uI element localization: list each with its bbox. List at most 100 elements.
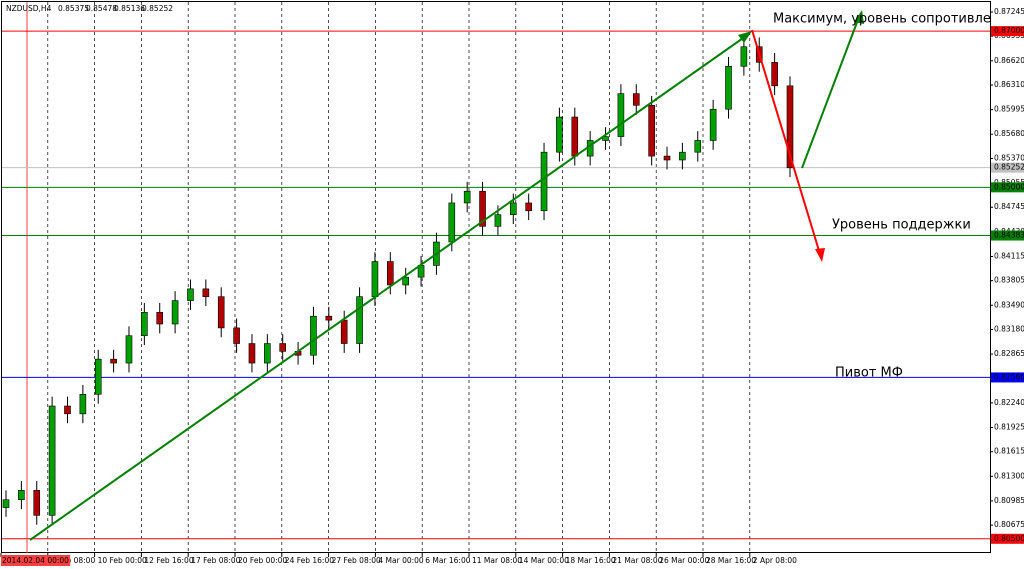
y-tick-label: 0.81925 [994,422,1024,431]
x-tick-label: 21 Mar 08:00 [612,556,662,565]
x-tick-label: 28 Mar 16:00 [706,556,756,565]
candle-body [325,315,333,321]
candle-body [556,116,563,153]
level-label: 0.82566 [994,372,1024,381]
y-tick-label: 0.83805 [994,276,1024,285]
candle-body [217,296,225,329]
level-tag [991,162,1024,173]
candle-body [602,136,609,141]
x-tick-label: 6 Mar 16:00 [425,556,471,565]
level-tag [991,182,1024,193]
candle-body [663,155,671,161]
candle-body [709,108,717,141]
y-tick-label: 0.86620 [994,56,1024,65]
candle-body [2,499,10,508]
arrow-head [815,248,825,262]
candle-body [679,151,686,161]
y-tick-label: 0.82865 [994,349,1024,358]
y-tick-label: 0.81300 [994,471,1024,480]
candle-body [494,214,502,227]
price-axis [991,0,1024,569]
candle-body [648,105,655,157]
candle-body [725,65,732,110]
candle-body [525,202,532,212]
level-tag [991,230,1024,241]
level-label: 0.85000 [994,182,1024,191]
annotation: Максимум, уровень сопротивления [773,12,1016,27]
candle-body [79,393,87,415]
candle-body [617,93,625,137]
y-tick-label: 0.86310 [994,80,1024,89]
y-tick-label: 0.85995 [994,105,1024,114]
y-tick-label: 0.82240 [994,398,1024,407]
quote-value: 0.85375 [58,4,89,13]
y-tick-label: 0.80675 [994,520,1024,529]
x-label-box [1,555,71,566]
candle-body [694,140,702,153]
x-tick-label: 4 Mar 00:00 [378,556,424,565]
candle-body [463,190,471,204]
x-tick-label: 2 Apr 08:00 [753,556,797,565]
x-tick-label: 11 Mar 08:00 [472,556,522,565]
level-label: 0.85252 [994,163,1024,172]
x-tick-label: 12 Feb 16:00 [144,556,193,565]
candle-body [48,405,56,516]
y-tick-label: 0.84115 [994,251,1024,260]
x-tick-label: 2014.02.04 00:00 [2,556,69,565]
candle-body [310,315,317,356]
x-tick-label: 18 Mar 16:00 [566,556,616,565]
y-tick-label: 0.84745 [994,202,1024,211]
up-arrow [801,16,860,169]
candle-body [202,288,210,297]
x-tick-label: 27 Feb 08:00 [332,556,381,565]
y-tick-label: 0.83490 [994,300,1024,309]
down-arrow [751,29,821,255]
candle-body [125,335,133,364]
x-tick-label: 24 Feb 16:00 [285,556,334,565]
candle-body [18,490,25,501]
candle-body [771,62,778,87]
candle-body [479,190,486,227]
candle-body [141,311,148,337]
candle-body [264,343,271,364]
candle-body [402,276,409,286]
annotation: Уровень поддержки [832,218,971,233]
candle-body [356,296,363,344]
quote-value: 0.85478 [86,4,117,13]
level-label: 0.84383 [994,231,1024,240]
level-tag [991,372,1024,383]
y-tick-label: 0.85680 [994,129,1024,138]
candle-body [233,327,240,344]
x-tick-label: 6 Feb 08:00 [51,556,96,565]
x-tick-label: 14 Mar 00:00 [519,556,569,565]
candle-body [248,343,256,364]
candle-body [786,85,794,169]
candle-body [187,288,194,301]
x-tick-label: 17 Feb 08:00 [191,556,240,565]
candle-body [740,46,748,67]
candle-body [110,358,117,364]
candle-body [371,261,379,297]
candle-body [540,151,548,212]
plot-frame [1,1,991,553]
arrow-head [738,31,752,43]
annotation: Пивот МФ [835,366,903,381]
arrows [29,10,864,541]
level-label: 0.87000 [994,26,1024,35]
candle-body [571,116,579,157]
quote-value: 0.85136 [114,4,145,13]
x-tick-label: 26 Mar 00:00 [659,556,709,565]
candle-body [340,319,348,344]
x-tick-label: 20 Feb 00:00 [238,556,287,565]
candle-body [156,311,164,325]
candle-body [387,261,394,286]
candle-body [33,490,41,516]
candle-body [94,358,102,395]
level-tag [991,26,1024,37]
candle-body [448,202,456,243]
symbol: NZDUSD,H4 [6,4,52,13]
level-tag [991,533,1024,544]
trend-arrow [29,35,747,541]
